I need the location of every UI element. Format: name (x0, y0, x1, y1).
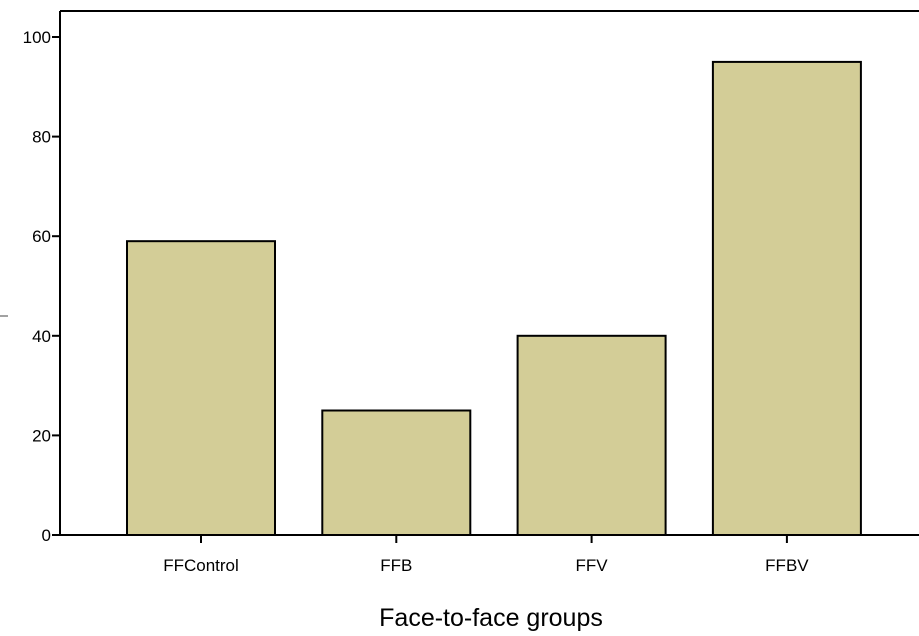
x-tick-label: FFV (576, 556, 609, 575)
y-tick-label: 0 (42, 526, 51, 545)
bar-ffv (516, 334, 667, 536)
y-tick-label: 20 (32, 426, 51, 445)
y-tick-label: 100 (23, 28, 51, 47)
bar-ffcontrol (126, 240, 276, 536)
bar-ffb (321, 409, 472, 536)
x-tick-label: FFBV (765, 556, 809, 575)
x-axis: FFControl FFB FFV FFBV (163, 535, 809, 575)
bars (126, 60, 862, 537)
y-tick-label: 80 (32, 128, 51, 147)
x-tick-label: FFB (380, 556, 412, 575)
bar-ffbv (711, 60, 862, 537)
x-axis-title: Face-to-face groups (379, 604, 603, 632)
y-tick-label: 60 (32, 227, 51, 246)
y-axis: 0 20 40 60 80 100 (23, 28, 60, 545)
x-tick-label: FFControl (163, 556, 239, 575)
y-tick-label: 40 (32, 327, 51, 346)
